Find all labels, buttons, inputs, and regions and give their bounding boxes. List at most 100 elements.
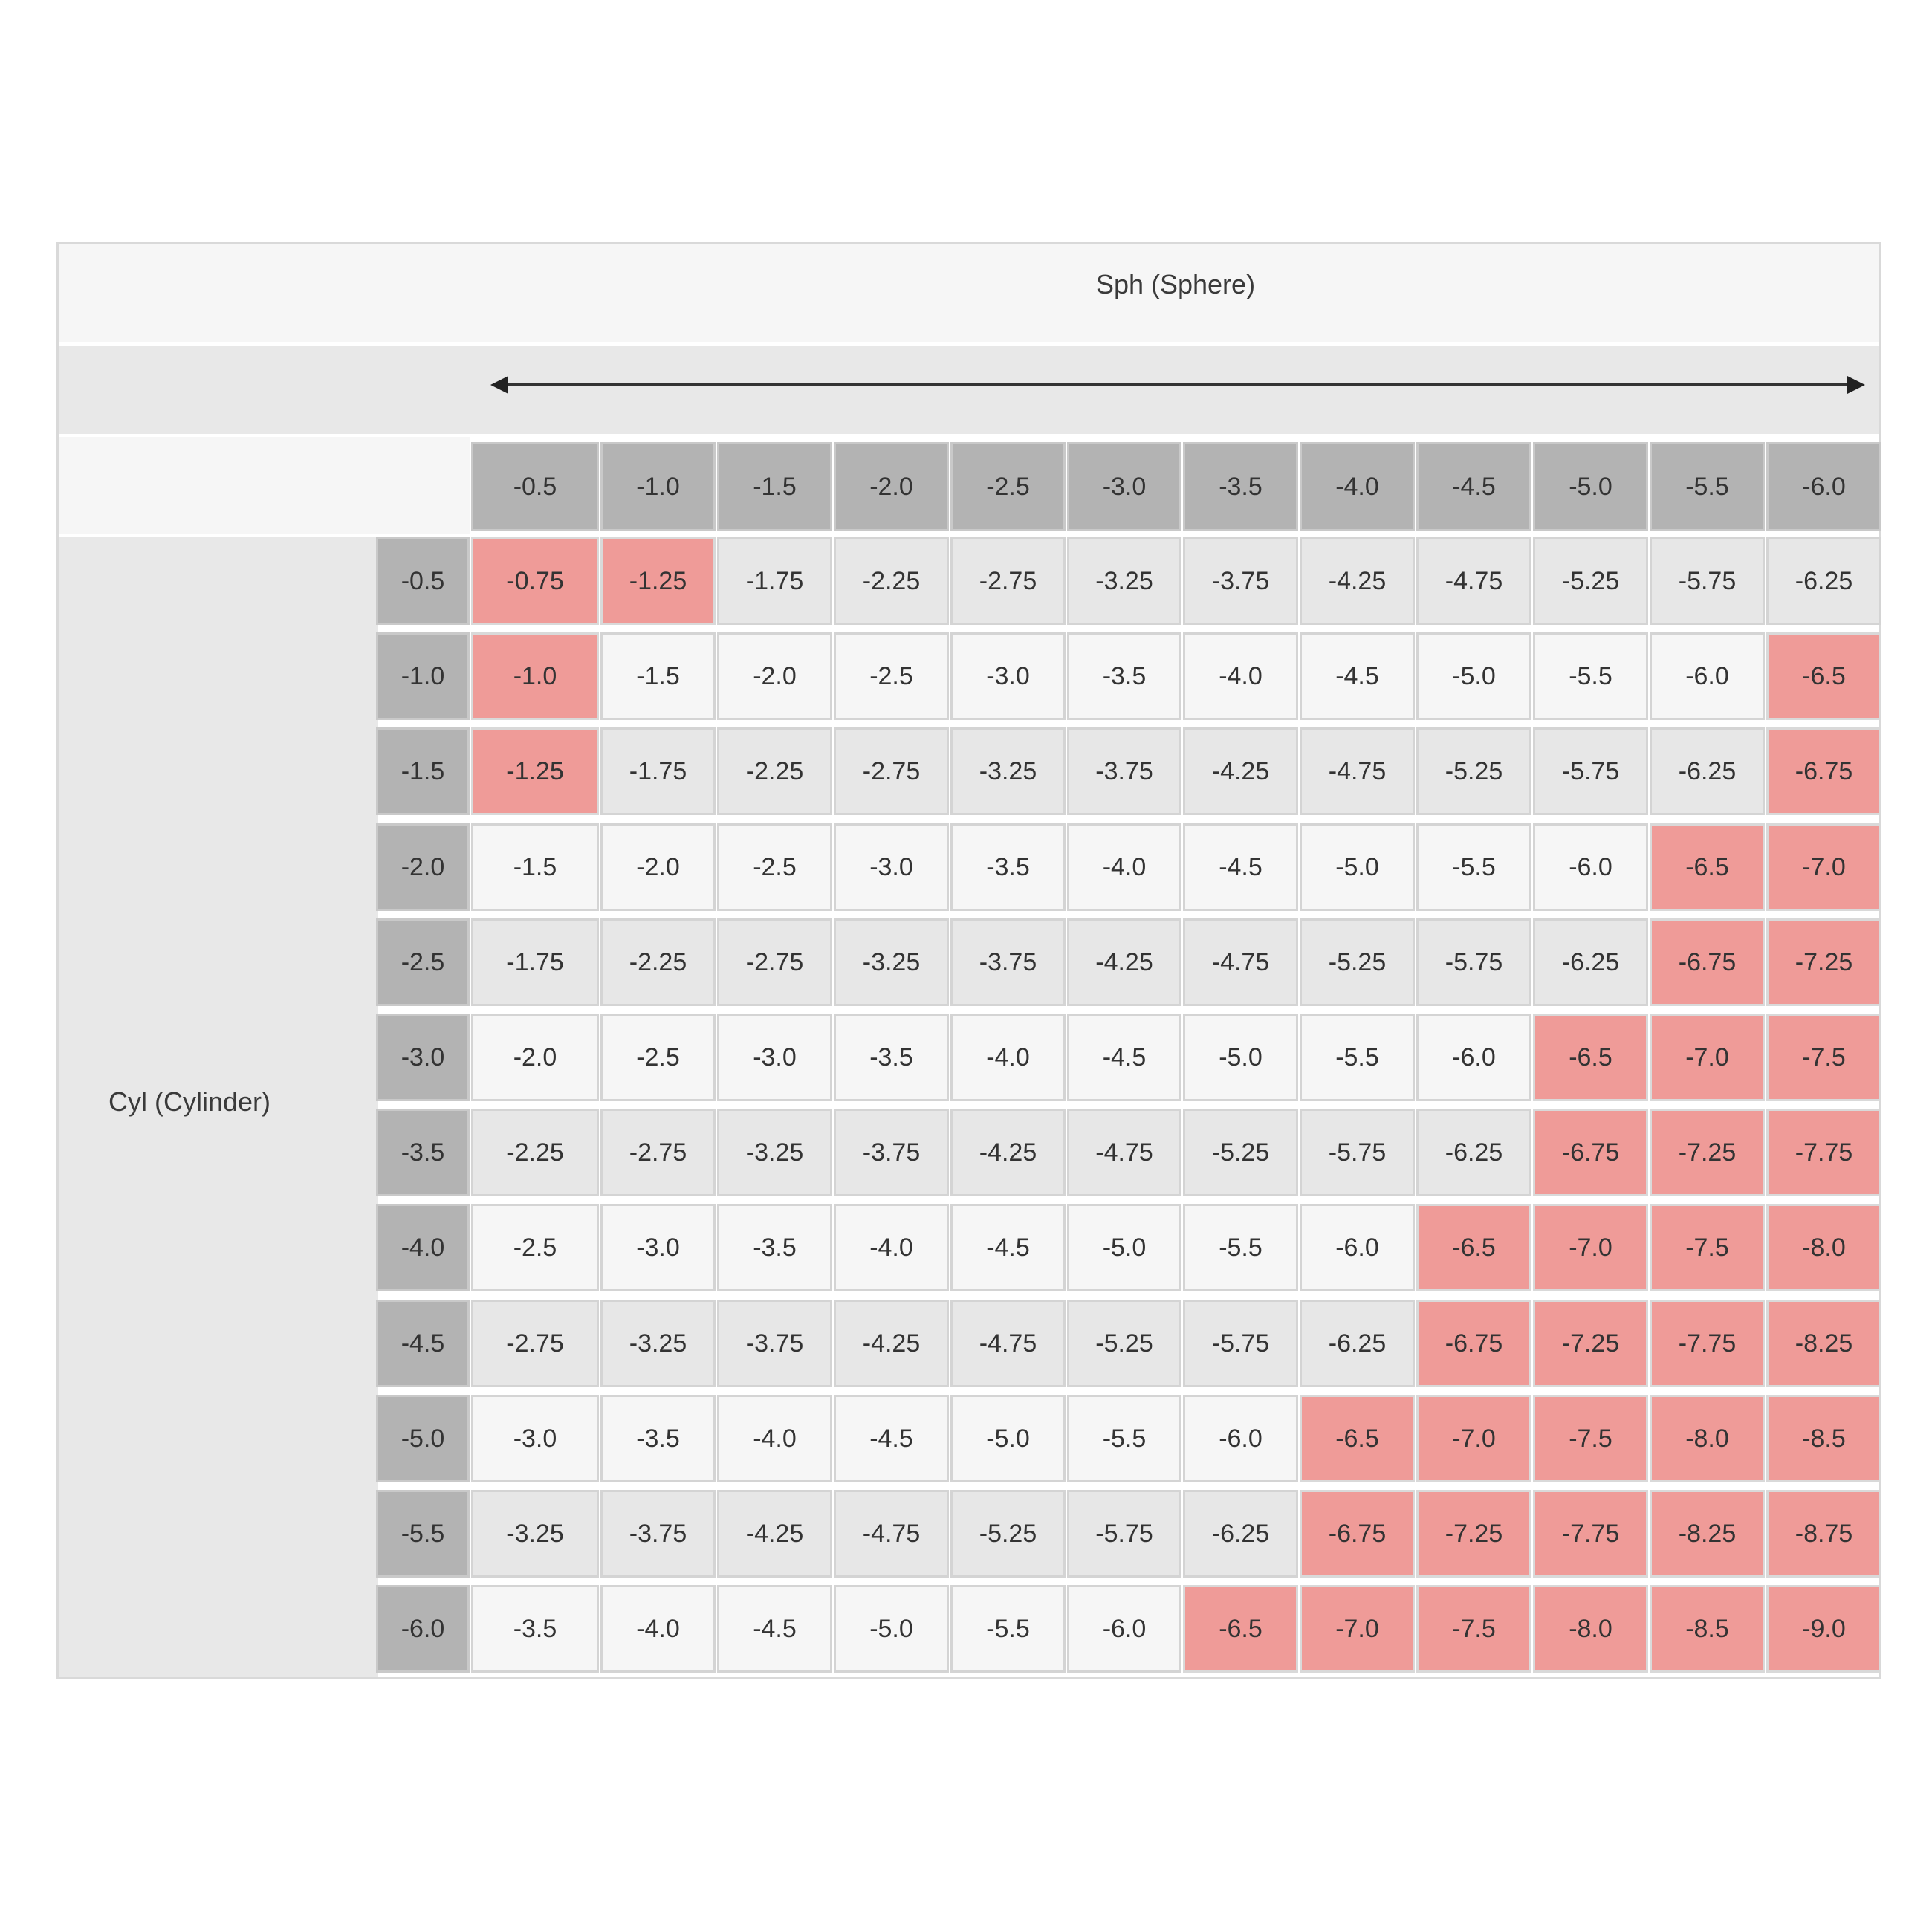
sph-column-header: -1.0 — [600, 442, 716, 531]
table-cell: -2.0 — [471, 1014, 599, 1101]
table-cell: -1.75 — [471, 918, 599, 1006]
cyl-row-header: -4.0 — [376, 1204, 470, 1291]
table-cell: -2.75 — [471, 1300, 599, 1387]
table-cell: -4.0 — [834, 1204, 949, 1291]
table-cell: -4.25 — [1300, 537, 1415, 625]
table-cell: -3.25 — [950, 727, 1066, 815]
table-cell: -4.5 — [1300, 632, 1415, 720]
highlighted-table-cell: -8.5 — [1650, 1585, 1765, 1673]
highlighted-table-cell: -1.0 — [471, 632, 599, 720]
table-cell: -4.75 — [950, 1300, 1066, 1387]
table-cell: -4.75 — [1300, 727, 1415, 815]
table-cell: -5.0 — [1183, 1014, 1298, 1101]
highlighted-table-cell: -1.25 — [471, 727, 599, 815]
highlighted-table-cell: -7.75 — [1650, 1300, 1765, 1387]
table-cell: -2.75 — [717, 918, 832, 1006]
highlighted-table-cell: -7.5 — [1650, 1204, 1765, 1291]
table-cell: -5.75 — [1067, 1490, 1181, 1578]
table-cell: -5.75 — [1416, 918, 1531, 1006]
table-cell: -5.5 — [1183, 1204, 1298, 1291]
highlighted-table-cell: -7.0 — [1416, 1395, 1531, 1482]
sph-column-header: -3.5 — [1183, 442, 1298, 531]
table-cell: -4.25 — [1067, 918, 1181, 1006]
table-cell: -5.5 — [1533, 632, 1648, 720]
sph-column-header: -6.0 — [1766, 442, 1881, 531]
highlighted-table-cell: -6.5 — [1650, 823, 1765, 911]
table-cell: -4.75 — [1416, 537, 1531, 625]
table-cell: -5.5 — [1300, 1014, 1415, 1101]
highlighted-table-cell: -7.25 — [1650, 1109, 1765, 1196]
table-cell: -4.5 — [717, 1585, 832, 1673]
table-cell: -3.75 — [1067, 727, 1181, 815]
table-cell: -3.0 — [471, 1395, 599, 1482]
highlighted-table-cell: -8.75 — [1766, 1490, 1881, 1578]
table-cell: -3.5 — [600, 1395, 716, 1482]
highlighted-table-cell: -6.5 — [1416, 1204, 1531, 1291]
table-cell: -3.0 — [600, 1204, 716, 1291]
table-cell: -6.0 — [1416, 1014, 1531, 1101]
table-cell: -3.0 — [717, 1014, 832, 1101]
table-cell: -6.25 — [1533, 918, 1648, 1006]
table-cell: -6.0 — [1183, 1395, 1298, 1482]
table-cell: -4.0 — [1067, 823, 1181, 911]
table-cell: -4.0 — [950, 1014, 1066, 1101]
table-cell: -5.5 — [950, 1585, 1066, 1673]
highlighted-table-cell: -7.5 — [1766, 1014, 1881, 1101]
table-cell: -6.25 — [1183, 1490, 1298, 1578]
table-cell: -3.75 — [717, 1300, 832, 1387]
table-cell: -5.0 — [950, 1395, 1066, 1482]
table-cell: -3.25 — [1067, 537, 1181, 625]
table-cell: -3.5 — [834, 1014, 949, 1101]
highlighted-table-cell: -7.75 — [1766, 1109, 1881, 1196]
cyl-row-header: -6.0 — [376, 1585, 470, 1673]
table-cell: -5.75 — [1650, 537, 1765, 625]
table-cell: -3.25 — [717, 1109, 832, 1196]
highlighted-table-cell: -6.5 — [1300, 1395, 1415, 1482]
table-cell: -3.0 — [950, 632, 1066, 720]
sph-column-header: -5.0 — [1533, 442, 1648, 531]
sph-column-header: -2.5 — [950, 442, 1066, 531]
table-cell: -5.25 — [1067, 1300, 1181, 1387]
table-cell: -2.5 — [600, 1014, 716, 1101]
table-cell: -3.25 — [834, 918, 949, 1006]
sph-column-header: -5.5 — [1650, 442, 1765, 531]
highlighted-table-cell: -8.25 — [1766, 1300, 1881, 1387]
cyl-row-header: -1.0 — [376, 632, 470, 720]
table-cell: -6.0 — [1067, 1585, 1181, 1673]
table-cell: -4.25 — [1183, 727, 1298, 815]
table-cell: -4.25 — [834, 1300, 949, 1387]
table-cell: -1.5 — [600, 632, 716, 720]
table-cell: -4.5 — [1067, 1014, 1181, 1101]
cyl-row-header: -4.5 — [376, 1300, 470, 1387]
table-cell: -5.25 — [1416, 727, 1531, 815]
table-cell: -2.75 — [834, 727, 949, 815]
table-cell: -3.5 — [950, 823, 1066, 911]
table-cell: -4.5 — [950, 1204, 1066, 1291]
table-cell: -4.5 — [1183, 823, 1298, 911]
highlighted-table-cell: -1.25 — [600, 537, 716, 625]
table-cell: -4.0 — [717, 1395, 832, 1482]
highlighted-table-cell: -0.75 — [471, 537, 599, 625]
cyl-row-header: -3.5 — [376, 1109, 470, 1196]
table-cell: -1.5 — [471, 823, 599, 911]
table-cell: -5.25 — [950, 1490, 1066, 1578]
table-cell: -5.5 — [1416, 823, 1531, 911]
table-cell: -2.25 — [834, 537, 949, 625]
table-cell: -2.5 — [471, 1204, 599, 1291]
table-cell: -2.25 — [600, 918, 716, 1006]
table-cell: -5.0 — [834, 1585, 949, 1673]
sph-axis-title: Sph (Sphere) — [1095, 269, 1256, 299]
table-cell: -4.25 — [717, 1490, 832, 1578]
sph-column-header: -2.0 — [834, 442, 949, 531]
sph-column-header: -0.5 — [471, 442, 599, 531]
table-cell: -5.75 — [1183, 1300, 1298, 1387]
table-cell: -3.75 — [950, 918, 1066, 1006]
highlighted-table-cell: -6.5 — [1183, 1585, 1298, 1673]
table-cell: -5.0 — [1416, 632, 1531, 720]
table-cell: -4.25 — [950, 1109, 1066, 1196]
table-cell: -2.75 — [950, 537, 1066, 625]
table-cell: -5.0 — [1067, 1204, 1181, 1291]
sph-arrow-band — [59, 346, 1879, 434]
sph-title-band — [59, 244, 1879, 342]
table-cell: -6.0 — [1300, 1204, 1415, 1291]
